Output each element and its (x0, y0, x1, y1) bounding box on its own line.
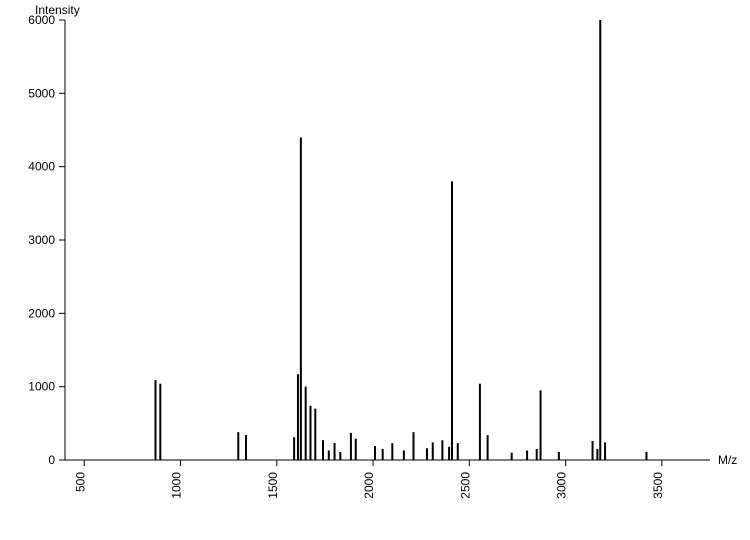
x-tick-label: 3500 (651, 472, 665, 499)
spectrum-svg: 0100020003000400050006000500100015002000… (0, 0, 750, 540)
y-tick-label: 1000 (28, 380, 55, 394)
x-tick-label: 2500 (458, 472, 472, 499)
mass-spectrum-chart: 0100020003000400050006000500100015002000… (0, 0, 750, 540)
y-tick-label: 2000 (28, 306, 55, 320)
x-tick-label: 3000 (555, 472, 569, 499)
y-axis-label: Intensity (35, 3, 80, 17)
x-tick-label: 2000 (362, 472, 376, 499)
x-tick-label: 1000 (170, 472, 184, 499)
x-axis-label: M/z (718, 453, 737, 467)
y-tick-label: 4000 (28, 160, 55, 174)
y-tick-label: 3000 (28, 233, 55, 247)
x-tick-label: 500 (73, 472, 87, 492)
x-tick-label: 1500 (266, 472, 280, 499)
y-tick-label: 0 (48, 453, 55, 467)
y-tick-label: 5000 (28, 86, 55, 100)
